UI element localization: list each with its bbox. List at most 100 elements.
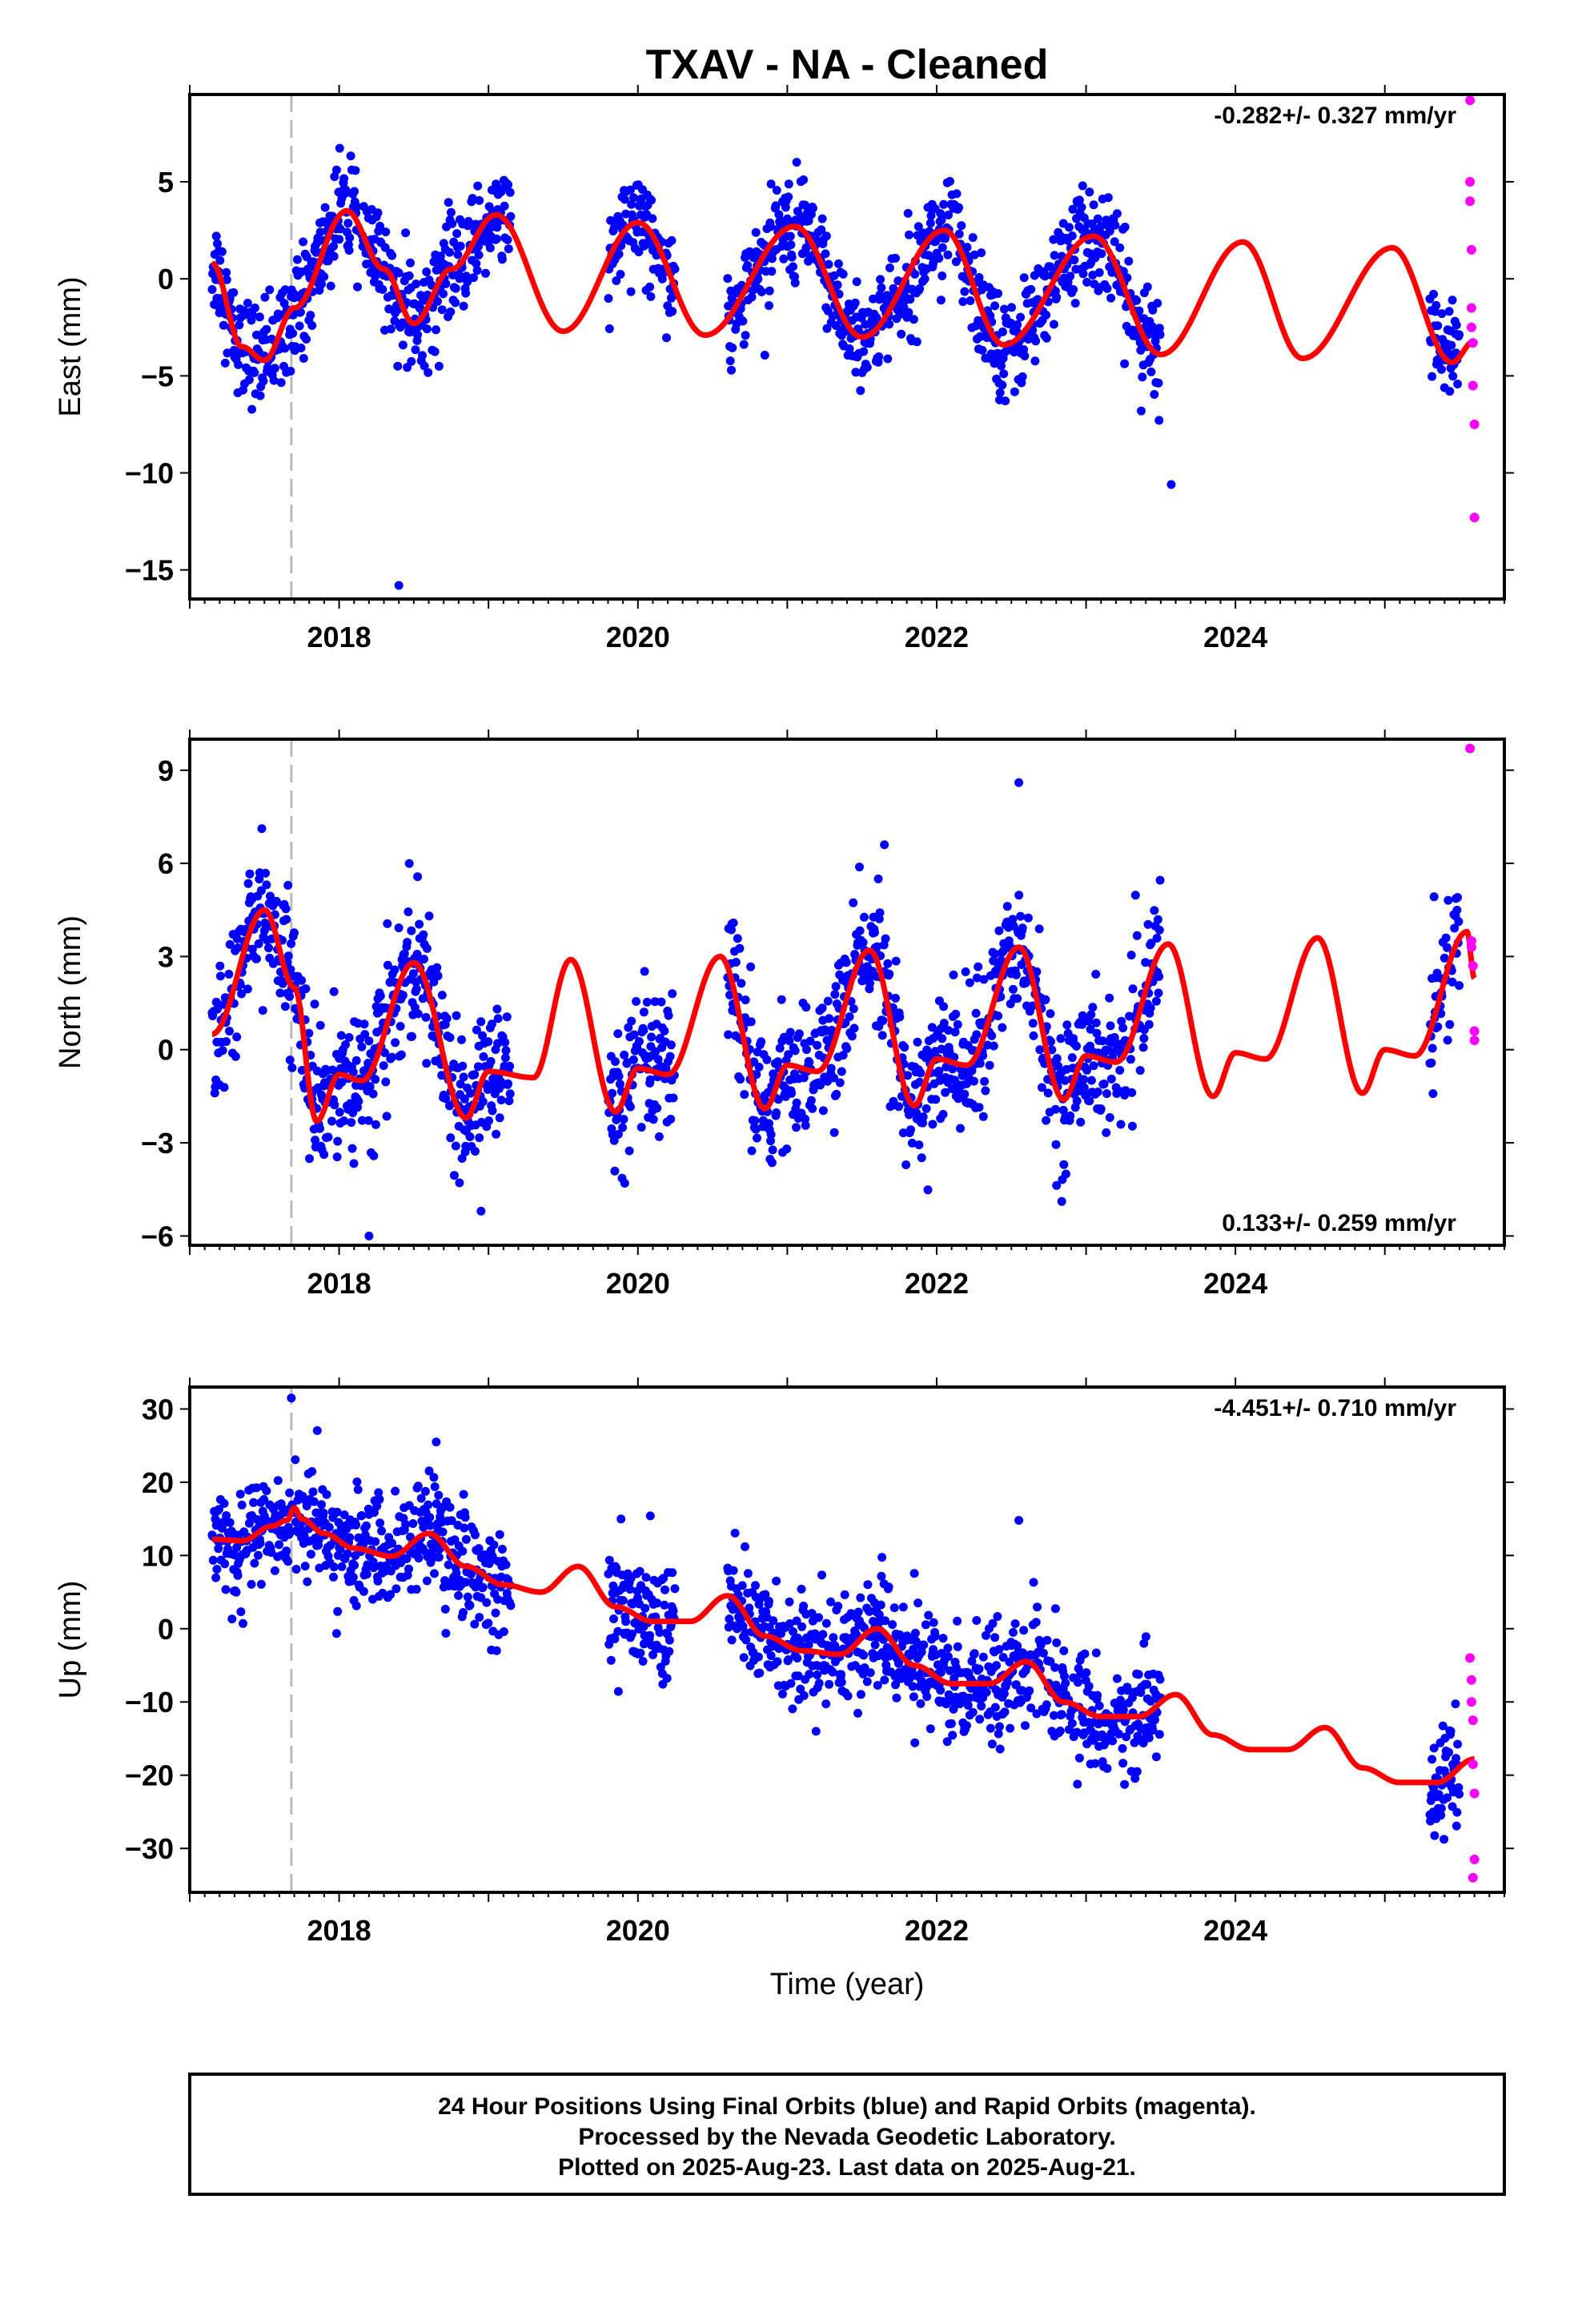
final-point <box>665 1647 674 1656</box>
final-point <box>802 1045 811 1055</box>
final-point <box>885 263 894 272</box>
final-point <box>1042 1116 1051 1125</box>
final-point <box>618 1123 628 1132</box>
final-point <box>352 202 362 211</box>
final-point <box>1021 1721 1030 1731</box>
final-point <box>966 296 975 305</box>
final-point <box>413 1482 423 1491</box>
final-point <box>926 211 936 220</box>
y-tick-label: −30 <box>125 1832 174 1865</box>
final-point <box>382 1112 391 1121</box>
final-point <box>1019 273 1029 283</box>
final-point <box>883 959 893 968</box>
final-point <box>1436 364 1446 374</box>
final-point <box>307 1467 317 1476</box>
final-point <box>270 364 279 373</box>
final-point <box>252 954 261 963</box>
final-point <box>463 277 472 287</box>
final-point <box>907 1138 917 1148</box>
final-point <box>826 1063 836 1073</box>
final-point <box>915 283 925 293</box>
final-point <box>1443 1793 1452 1803</box>
final-point <box>437 991 447 1000</box>
final-point <box>408 1519 418 1528</box>
final-point <box>918 1112 928 1122</box>
final-point <box>375 1518 385 1528</box>
final-point <box>877 1553 887 1562</box>
final-point <box>943 1643 953 1653</box>
final-point <box>470 1619 480 1629</box>
final-point <box>1059 1646 1069 1655</box>
final-point <box>345 1533 355 1542</box>
final-point <box>1102 1128 1111 1137</box>
final-point <box>801 1003 811 1012</box>
final-point <box>999 1689 1009 1699</box>
final-point <box>784 192 793 202</box>
final-point <box>837 1678 846 1687</box>
final-point <box>1148 305 1158 315</box>
final-point <box>324 1522 334 1532</box>
final-point <box>767 267 777 276</box>
final-orbit-points <box>207 778 1464 1240</box>
final-point <box>447 1516 456 1526</box>
final-point <box>931 1095 941 1104</box>
final-point <box>1436 1811 1446 1820</box>
final-point <box>634 247 644 257</box>
final-point <box>1084 1682 1094 1691</box>
model-curve <box>210 207 1477 365</box>
final-point <box>492 1646 501 1655</box>
final-point <box>611 1057 620 1067</box>
final-point <box>378 285 387 294</box>
final-point <box>808 203 817 213</box>
final-point <box>638 1657 648 1666</box>
rapid-orbit-points <box>1465 1653 1480 1883</box>
final-point <box>408 969 418 979</box>
final-point <box>888 1620 897 1630</box>
final-point <box>826 1597 836 1606</box>
final-point <box>1454 917 1464 927</box>
final-point <box>441 1094 451 1104</box>
final-point <box>374 1488 383 1498</box>
final-point <box>620 1179 629 1188</box>
final-point <box>375 1494 384 1504</box>
final-point <box>336 1031 346 1040</box>
final-point <box>1448 372 1458 381</box>
final-point <box>270 1566 279 1575</box>
final-point <box>282 915 291 924</box>
final-point <box>255 1538 265 1548</box>
final-point <box>219 320 228 330</box>
final-point <box>455 1178 464 1188</box>
final-point <box>1114 1729 1123 1739</box>
final-point <box>859 347 869 356</box>
final-point <box>948 1064 958 1074</box>
final-orbit-points <box>207 1393 1464 1844</box>
final-point <box>299 237 308 247</box>
final-point <box>855 862 864 872</box>
final-point <box>990 949 1000 959</box>
final-point <box>337 1077 347 1087</box>
final-point <box>1430 1831 1439 1840</box>
final-point <box>609 1136 619 1145</box>
final-point <box>922 1692 932 1701</box>
final-point <box>459 301 468 311</box>
final-point <box>1128 984 1138 994</box>
final-point <box>251 304 259 312</box>
final-point <box>739 1653 749 1663</box>
final-point <box>1050 251 1059 260</box>
final-point <box>335 1108 344 1117</box>
rapid-point <box>1466 244 1476 255</box>
final-point <box>785 1619 795 1628</box>
final-point <box>876 1600 885 1610</box>
final-point <box>998 947 1008 956</box>
final-point <box>897 329 906 339</box>
final-point <box>288 328 298 338</box>
final-point <box>920 274 930 283</box>
final-point <box>373 1576 383 1586</box>
final-point <box>1002 902 1012 911</box>
final-point <box>859 912 869 922</box>
final-point <box>1142 282 1152 292</box>
final-point <box>661 1063 671 1073</box>
y-axis: 30 20 10 0 −10 −20 −30 <box>125 1393 1514 1865</box>
final-point <box>235 320 244 330</box>
final-point <box>785 1027 795 1037</box>
